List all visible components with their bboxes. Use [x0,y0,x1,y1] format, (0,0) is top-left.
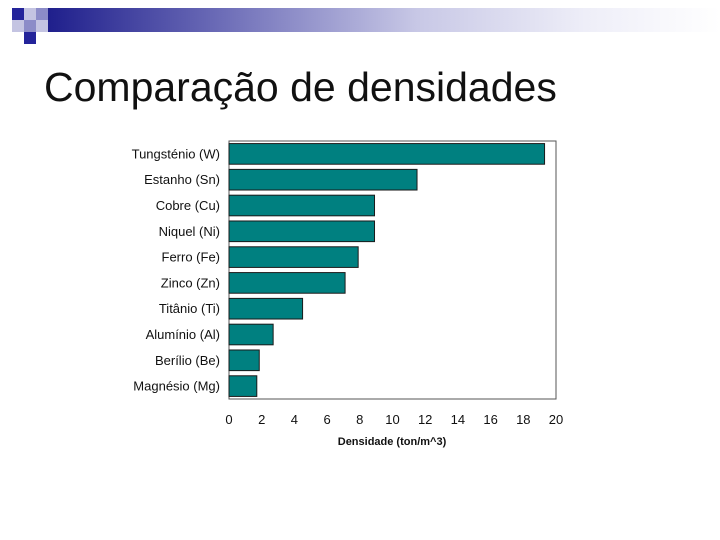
bar [228,194,376,217]
x-tick-label: 16 [483,412,497,427]
category-label: Magnésio (Mg) [133,379,220,394]
category-label: Berílio (Be) [155,353,220,368]
bar [228,143,546,165]
x-tick-label: 8 [356,412,363,427]
x-tick-label: 4 [291,412,298,427]
bars-group [228,143,546,397]
x-axis-title: Densidade (ton/m^3) [338,436,447,448]
category-label: Alumínio (Al) [146,327,220,342]
header-square [24,32,36,44]
category-label: Ferro (Fe) [162,250,221,265]
x-tick-label: 18 [516,412,530,427]
x-tick-label: 14 [451,412,465,427]
category-label: Estanho (Sn) [144,172,220,187]
bar [228,246,359,268]
category-label: Cobre (Cu) [156,198,220,213]
header-square [12,20,24,32]
header-square [36,8,48,20]
category-label: Niquel (Ni) [159,224,220,239]
category-label: Tungsténio (W) [132,146,220,161]
x-tick-label: 6 [323,412,330,427]
header-square [36,20,48,32]
slide-title: Comparação de densidades [44,64,557,110]
header-square [12,8,24,20]
x-tick-label: 10 [385,412,399,427]
category-labels: Tungsténio (W) Estanho (Sn) Cobre (Cu) Niqu… [132,146,220,393]
category-label: Titânio (Ti) [159,301,220,316]
bar [228,375,258,397]
bar [228,272,346,294]
x-tick-label: 0 [225,412,232,427]
bar [228,220,376,243]
header-square [24,8,36,20]
bar [228,168,418,191]
category-label: Zinco (Zn) [161,275,220,290]
plot-frame [228,140,557,400]
x-tick-label: 2 [258,412,265,427]
slide-header-decoration [0,0,720,48]
bar [228,349,260,372]
x-tick-label: 12 [418,412,432,427]
x-tick-labels: 0 2 4 6 8 10 12 14 16 18 20 [225,412,563,427]
bar [228,323,274,346]
header-square [24,20,36,32]
header-gradient-band [48,8,720,32]
bar [228,297,304,320]
x-tick-label: 20 [549,412,563,427]
